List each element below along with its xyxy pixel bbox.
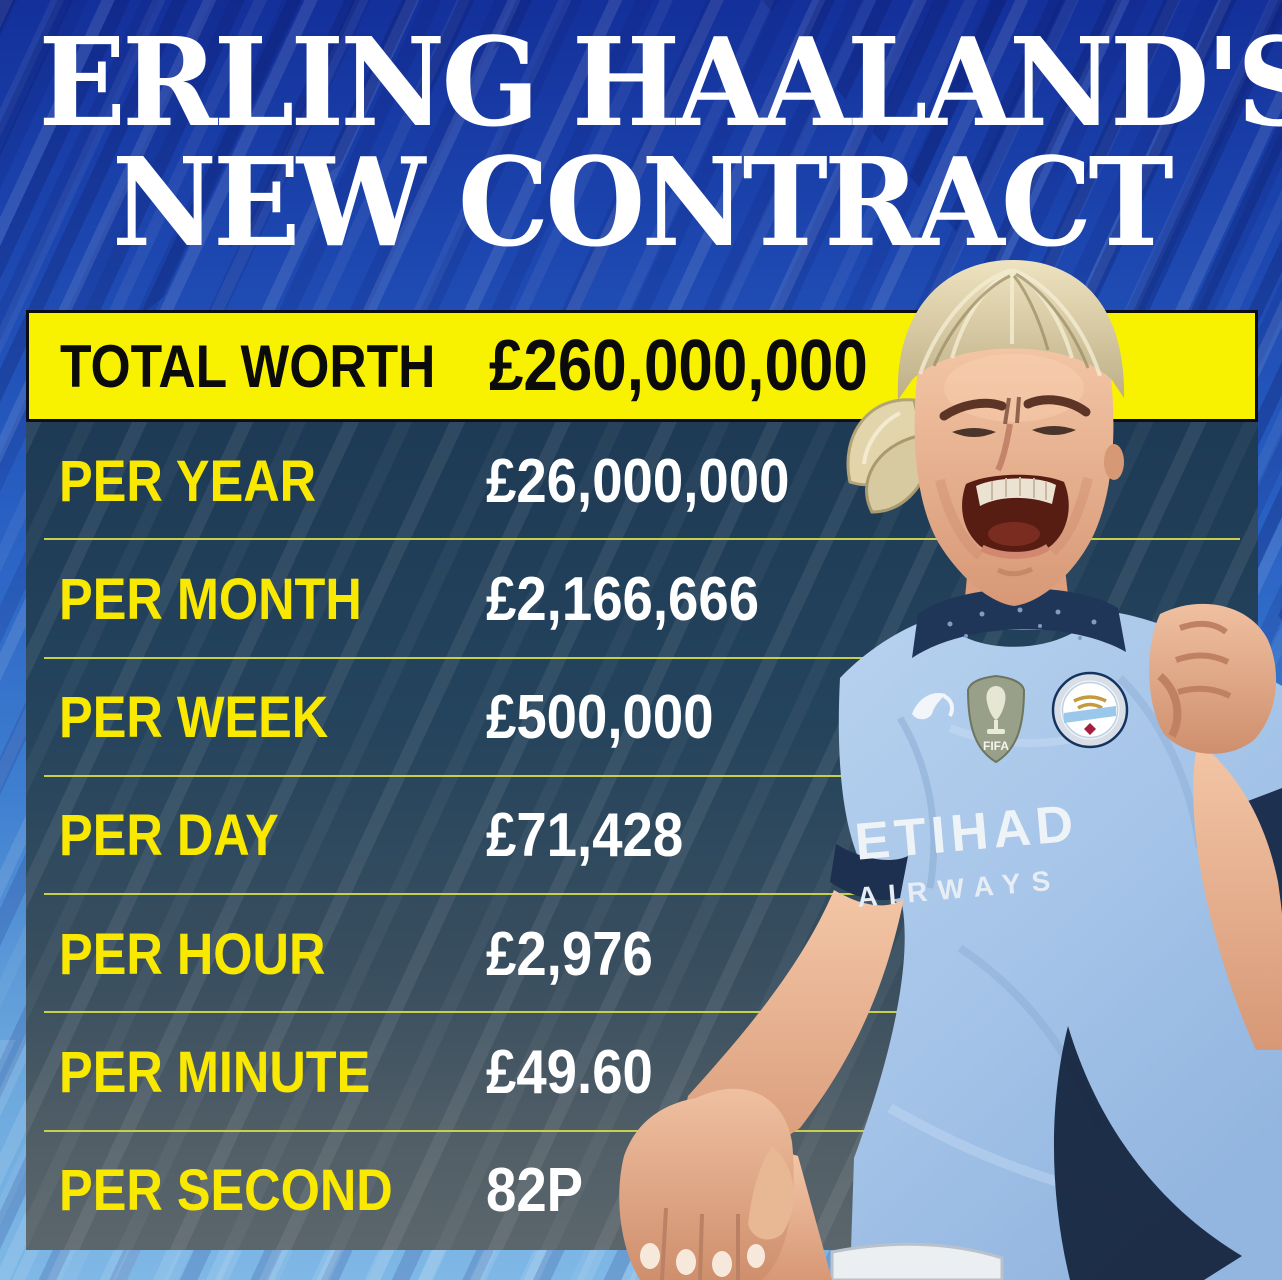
row-value: £49.60 — [486, 1038, 653, 1108]
table-row: PER WEEK £500,000 — [26, 659, 1258, 778]
total-worth-value: £260,000,000 — [489, 326, 868, 406]
player-photo: FIFA ETIHAD AIRWAYS — [619, 260, 1282, 1280]
row-label: PER WEEK — [59, 685, 329, 751]
svg-text:FIFA: FIFA — [983, 739, 1009, 753]
row-label: PER YEAR — [59, 448, 317, 514]
row-label: PER MONTH — [59, 566, 362, 632]
collar — [912, 588, 1126, 658]
row-value: £500,000 — [486, 683, 714, 753]
table-row: PER MONTH £2,166,666 — [26, 540, 1258, 659]
table-row: PER DAY £71,428 — [26, 777, 1258, 896]
title-line-2: NEW CONTRACT — [111, 130, 1174, 274]
ponytail-hair — [846, 398, 932, 514]
puma-logo-icon — [912, 692, 954, 720]
page-title: ERLING HAALAND'S NEW CONTRACT — [0, 10, 1282, 274]
lower-fist — [619, 1088, 794, 1280]
row-label: PER MINUTE — [59, 1040, 371, 1106]
row-label: PER SECOND — [59, 1158, 393, 1224]
row-value: £71,428 — [486, 801, 684, 871]
eyes-and-brows — [939, 395, 1091, 437]
fifa-badge-icon: FIFA — [966, 674, 1026, 764]
row-value: 82P — [486, 1156, 584, 1226]
sleeve-cuff — [830, 844, 908, 901]
table-row: PER HOUR £2,976 — [26, 895, 1258, 1014]
table-row: PER SECOND 82P — [26, 1132, 1258, 1250]
hair — [897, 260, 1125, 400]
row-label: PER DAY — [59, 803, 279, 869]
row-value: £2,166,666 — [486, 564, 760, 634]
face — [914, 342, 1124, 606]
table-row: PER YEAR £26,000,000 — [26, 422, 1258, 541]
title-line-1: ERLING HAALAND'S — [38, 10, 1282, 154]
row-label: PER HOUR — [59, 921, 326, 987]
total-worth-label: TOTAL WORTH — [59, 332, 436, 400]
open-mouth — [962, 474, 1069, 577]
row-value: £26,000,000 — [486, 446, 790, 516]
shirt-side-stripe — [1053, 1026, 1242, 1280]
table-row: PER MINUTE £49.60 — [26, 1013, 1258, 1132]
raised-arm — [1149, 603, 1282, 1050]
row-value: £2,976 — [486, 919, 653, 989]
shorts — [830, 1242, 1004, 1280]
man-city-crest-icon — [1051, 671, 1129, 749]
